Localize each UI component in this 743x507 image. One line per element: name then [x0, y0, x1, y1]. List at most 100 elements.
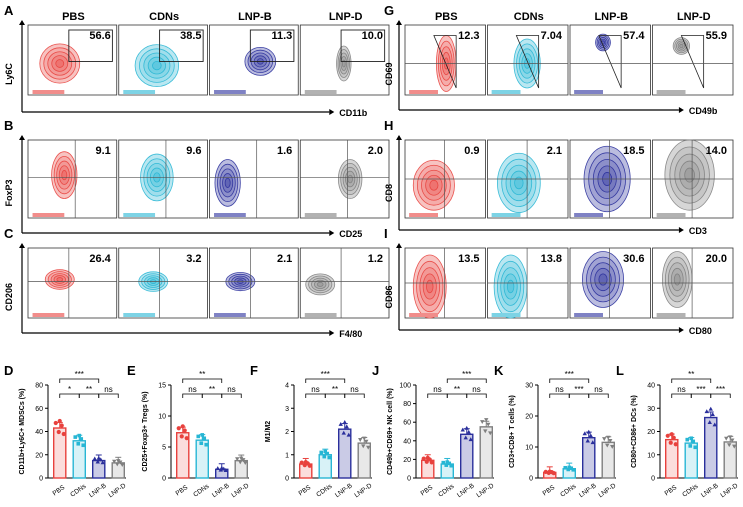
flow-plot-C-CDNs: 3.2 [118, 247, 208, 319]
gate-percentage: 13.5 [458, 253, 479, 265]
data-point [704, 409, 709, 414]
significance-label: *** [321, 370, 330, 379]
axis-events [123, 313, 156, 317]
gate-percentage: 1.6 [277, 145, 292, 157]
significance-bracket: ns [182, 385, 203, 398]
contour-ring [506, 279, 515, 294]
x-tick-label: CDNs [559, 483, 578, 499]
gate-percentage: 10.0 [362, 30, 383, 42]
data-point [61, 431, 66, 437]
data-point [204, 442, 209, 447]
data-point [215, 466, 220, 471]
contour-ring [61, 170, 68, 181]
data-point [358, 438, 363, 442]
data-point [243, 461, 248, 466]
gate-percentage: 11.3 [271, 30, 292, 42]
axis-events [656, 90, 686, 94]
y-tick-label: 1 [285, 452, 289, 459]
data-point [98, 457, 103, 462]
significance-label: *** [565, 370, 574, 379]
flow-plot-C-LNP-D: 1.2 [299, 247, 390, 319]
x-axis-label: CD25 [339, 229, 362, 239]
data-point [488, 431, 493, 436]
data-point [77, 433, 82, 438]
contour-ring [684, 167, 695, 183]
data-point [92, 456, 97, 461]
data-point [361, 444, 366, 449]
y-tick-label: 10 [158, 414, 166, 421]
significance-bracket: ** [324, 385, 346, 398]
significance-bracket: *** [568, 385, 590, 398]
significance-bracket: *** [549, 370, 590, 383]
data-point [338, 421, 343, 426]
data-point [76, 441, 81, 446]
data-point [563, 465, 568, 470]
significance-label: ns [677, 385, 685, 394]
data-point [464, 425, 469, 430]
data-point [346, 432, 351, 437]
gate-percentage: 3.2 [186, 253, 201, 265]
data-point [96, 455, 101, 460]
data-point [424, 459, 429, 464]
y-tick-label: 2 [285, 429, 289, 436]
significance-label: ns [227, 385, 235, 394]
contour-ring [598, 273, 608, 286]
gate [68, 29, 113, 62]
data-point [241, 458, 246, 463]
data-point [344, 424, 349, 429]
y-axis-label: CD25+Foxp3+ Tregs (%) [142, 391, 149, 471]
significance-bracket: ns [221, 385, 242, 398]
contour-ring [679, 43, 684, 49]
x-tick-label: CDNs [192, 483, 211, 499]
panel-label: H [384, 118, 393, 133]
axis-events [304, 90, 337, 94]
data-point [73, 435, 78, 439]
y-tick-label: 60 [403, 420, 411, 427]
x-tick-label: PBS [52, 484, 67, 498]
flow-row-H: H CD8 CD3 0.9 2.1 18.5 14.0 [384, 118, 734, 236]
data-point [588, 433, 593, 438]
flow-plot-I-LNP-B: 30.6 [569, 247, 651, 319]
y-axis-label: FoxP3 [4, 179, 14, 206]
contour-ring [224, 177, 231, 188]
gate-percentage: 7.04 [541, 30, 563, 42]
x-tick-label: PBS [664, 484, 679, 498]
flow-plot-B-LNP-D: 2.0 [299, 139, 390, 219]
y-tick-label: 5 [162, 445, 166, 452]
data-point [176, 426, 181, 431]
axis-events [656, 313, 686, 317]
gate-percentage: 30.6 [623, 253, 644, 265]
axis-events [574, 313, 603, 317]
gate [159, 29, 204, 62]
data-point [239, 456, 244, 461]
data-point [586, 429, 591, 434]
significance-bracket: ns [588, 385, 609, 398]
axis-events [304, 213, 337, 217]
significance-bracket: ns [98, 385, 119, 398]
data-point [466, 429, 471, 434]
y-tick-label: 0 [285, 476, 289, 483]
data-point [606, 435, 611, 440]
panel-label: J [372, 363, 379, 378]
y-tick-label: 20 [403, 457, 411, 464]
data-point [362, 436, 367, 441]
data-point [605, 443, 610, 448]
axis-events [32, 313, 65, 317]
data-point [468, 437, 473, 442]
y-axis-label: CD69 [384, 62, 394, 85]
flow-plot-I-LNP-D: 20.0 [652, 247, 734, 319]
data-point [569, 466, 574, 471]
bar-chart-E: E 0 5 10 15 CD25+Foxp3+ Tregs (%) PBS CDNs LNP-B… [127, 363, 251, 499]
x-tick-label: CDNs [315, 483, 334, 499]
data-point [463, 435, 468, 440]
y-tick-label: 40 [403, 438, 411, 445]
gate-percentage: 14.0 [706, 145, 727, 157]
data-point [342, 420, 347, 424]
significance-label: ns [188, 385, 196, 394]
data-point [486, 422, 491, 427]
flow-plot-I-PBS: 13.5 [404, 247, 486, 319]
flow-plot-B-CDNs: 9.6 [118, 139, 208, 219]
